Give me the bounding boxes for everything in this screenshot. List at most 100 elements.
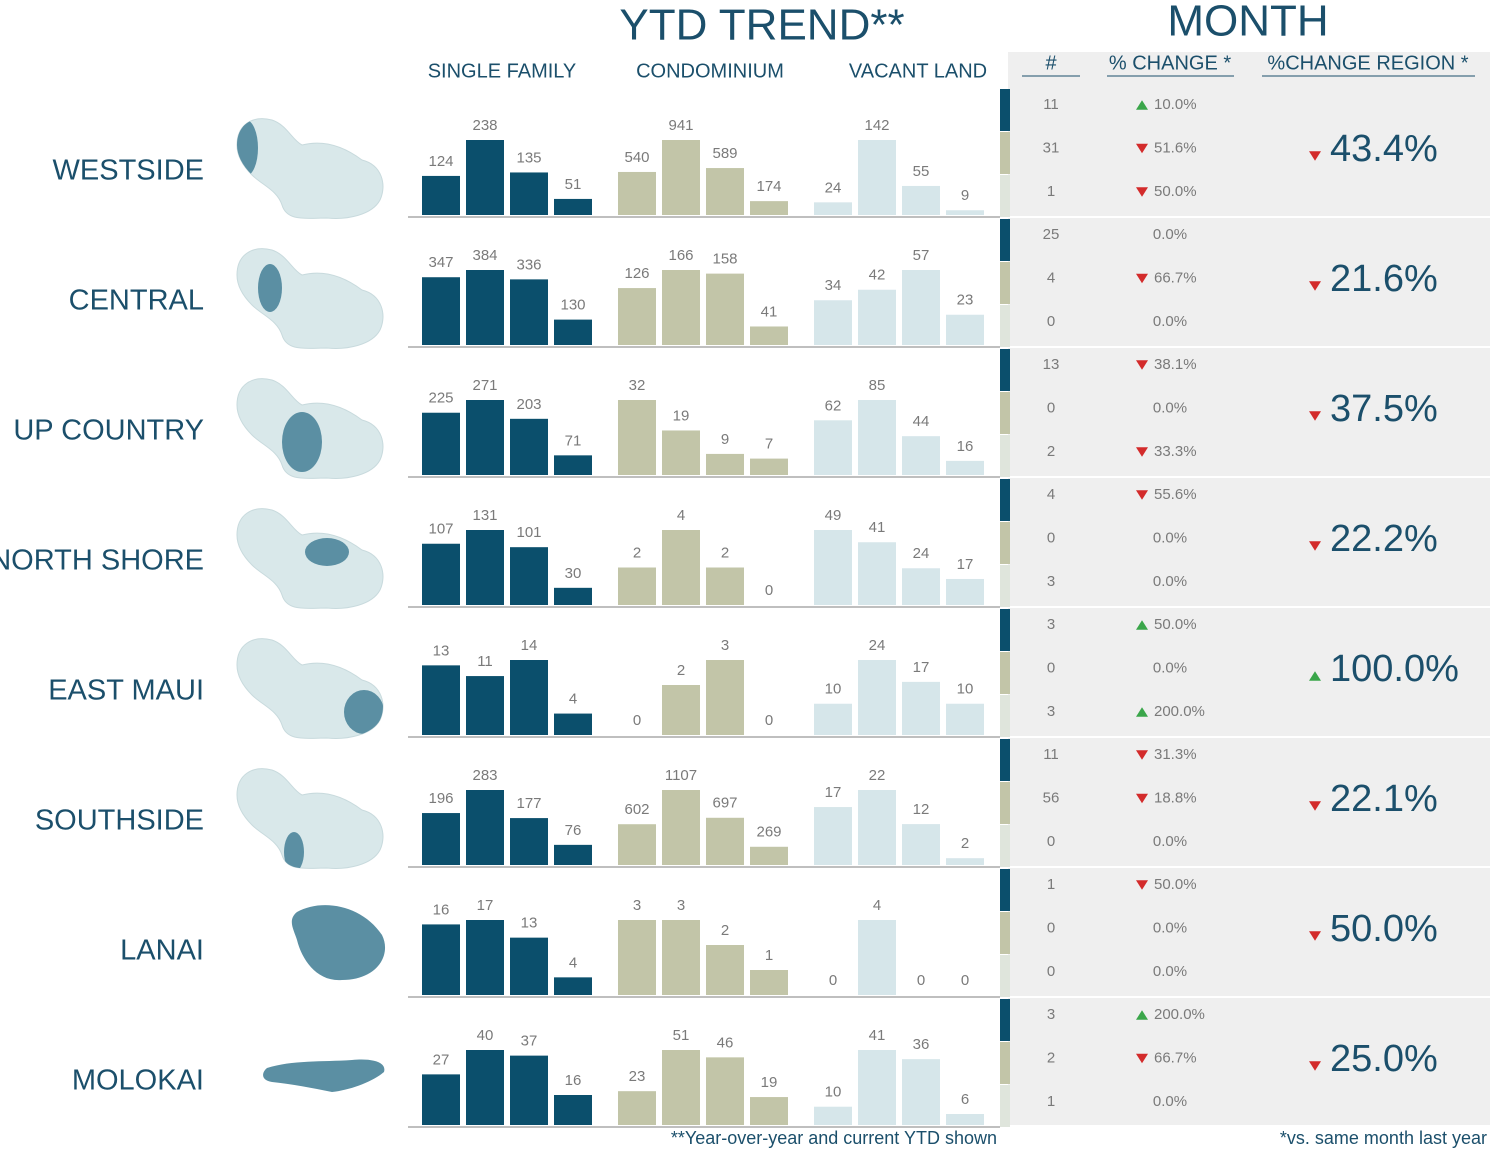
- count: 0: [1047, 659, 1055, 676]
- bar-label: 4: [873, 897, 881, 914]
- bar: [858, 660, 896, 735]
- bar: [618, 400, 656, 475]
- bar: [466, 400, 504, 475]
- bar-label: 2: [961, 835, 969, 852]
- bar: [662, 920, 700, 995]
- count: 11: [1043, 96, 1059, 113]
- bar-label: 24: [825, 179, 842, 196]
- change: 66.7%: [1154, 1049, 1197, 1066]
- bar: [662, 270, 700, 345]
- bar: [946, 210, 984, 215]
- bar: [554, 713, 592, 735]
- footnote: **Year-over-year and current YTD shown: [671, 1128, 997, 1148]
- change-arrow: [1136, 1010, 1148, 1020]
- bar: [946, 460, 984, 475]
- bar: [618, 824, 656, 865]
- column-header: VACANT LAND: [849, 60, 987, 82]
- change: 0.0%: [1153, 226, 1187, 243]
- bar-label: 46: [717, 1034, 734, 1051]
- bar-label: 24: [913, 545, 930, 562]
- bar-label: 196: [428, 790, 453, 807]
- bar: [858, 289, 896, 345]
- bar: [466, 1050, 504, 1125]
- bar: [750, 326, 788, 345]
- bar-label: 9: [721, 431, 729, 448]
- bar: [706, 453, 744, 475]
- region-name: LANAI: [120, 935, 204, 967]
- bar-label: 42: [869, 267, 886, 284]
- bar: [706, 817, 744, 865]
- change-arrow: [1136, 1053, 1148, 1064]
- bar-label: 19: [761, 1074, 778, 1091]
- change: 0.0%: [1153, 963, 1187, 980]
- bar: [466, 140, 504, 215]
- change: 0.0%: [1153, 313, 1187, 330]
- bar: [662, 430, 700, 475]
- region-map: [236, 768, 384, 869]
- region-arrow: [1309, 1061, 1321, 1071]
- bar-label: 589: [712, 145, 737, 162]
- region-name: MOLOKAI: [72, 1065, 204, 1097]
- category-strip: [1000, 175, 1010, 217]
- bar-label: 4: [569, 954, 577, 971]
- change: 200.0%: [1154, 703, 1205, 720]
- category-strip: [1000, 479, 1010, 521]
- bar-label: 177: [516, 795, 541, 812]
- region-arrow: [1309, 671, 1321, 681]
- bar-label: 9: [961, 187, 969, 204]
- bar-label: 85: [869, 377, 886, 394]
- region-map: [263, 1059, 385, 1092]
- bar: [814, 807, 852, 865]
- region-highlight: [305, 538, 349, 566]
- change-arrow: [1136, 447, 1148, 457]
- change-arrow: [1136, 273, 1148, 284]
- footnote: *vs. same month last year: [1280, 1128, 1487, 1148]
- change: 0.0%: [1153, 573, 1187, 590]
- bar-label: 57: [913, 247, 930, 264]
- bar: [422, 412, 460, 475]
- category-strip: [1000, 652, 1010, 694]
- bar-label: 10: [957, 681, 974, 698]
- column-header: SINGLE FAMILY: [428, 60, 577, 82]
- bar-label: 11: [477, 653, 493, 670]
- bar-label: 131: [472, 507, 497, 524]
- bar: [662, 790, 700, 865]
- count: 1: [1047, 1093, 1055, 1110]
- bar-label: 2: [677, 662, 685, 679]
- region-name: UP COUNTRY: [13, 415, 204, 447]
- bar: [662, 1050, 700, 1125]
- bar-label: 37: [521, 1033, 538, 1050]
- bar: [422, 277, 460, 345]
- bar: [422, 665, 460, 735]
- bar-label: 7: [765, 436, 773, 453]
- bar-label: 13: [521, 915, 538, 932]
- change-arrow: [1136, 360, 1148, 370]
- bar-label: 158: [712, 251, 737, 268]
- bar: [662, 530, 700, 605]
- category-strip: [1000, 262, 1010, 304]
- bar-label: 174: [756, 178, 781, 195]
- bar: [618, 171, 656, 215]
- region-map: [236, 248, 384, 349]
- island: [263, 1059, 385, 1092]
- count: 0: [1047, 963, 1055, 980]
- bar-label: 126: [624, 265, 649, 282]
- bar-label: 34: [825, 277, 842, 294]
- region-change: 37.5%: [1330, 388, 1438, 430]
- bar-label: 203: [516, 396, 541, 413]
- bar: [554, 319, 592, 345]
- bar: [902, 436, 940, 475]
- region-map: [291, 905, 386, 981]
- category-strip: [1000, 739, 1010, 781]
- island: [291, 905, 386, 981]
- bar: [466, 790, 504, 865]
- change-arrow: [1136, 707, 1148, 717]
- bar: [946, 703, 984, 735]
- bar: [510, 547, 548, 605]
- region-highlight: [344, 690, 383, 734]
- count: 3: [1047, 573, 1055, 590]
- bar-label: 22: [869, 767, 886, 784]
- category-strip: [1000, 999, 1010, 1041]
- category-strip: [1000, 782, 1010, 824]
